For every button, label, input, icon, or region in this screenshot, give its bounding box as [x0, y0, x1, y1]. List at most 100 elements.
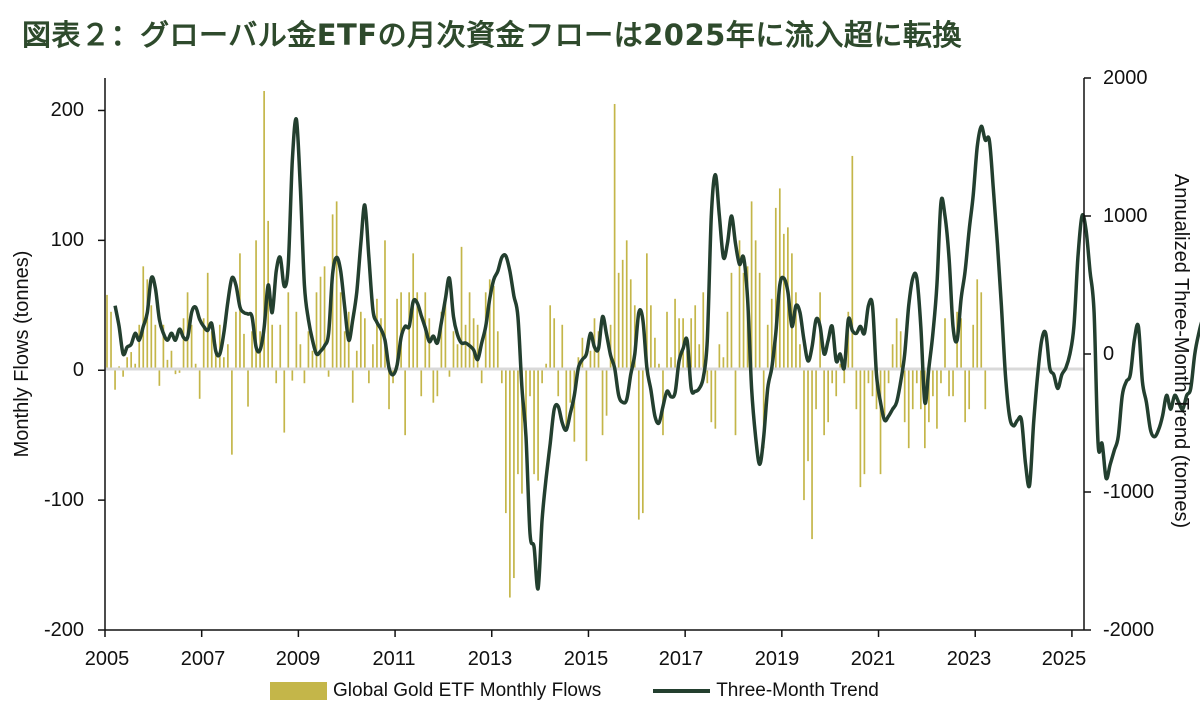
flow-bar [222, 357, 225, 371]
flow-bar [384, 240, 386, 371]
x-tick-label: 2011 [372, 648, 415, 670]
flow-bar [907, 370, 910, 449]
flow-bar [303, 370, 306, 384]
flow-bar [355, 350, 358, 371]
flow-bar [605, 370, 608, 416]
flow-bar [319, 276, 322, 371]
flow-bar [182, 318, 185, 371]
x-tick-label: 2025 [1042, 648, 1087, 670]
flow-bar [774, 207, 777, 371]
flow-bar [327, 370, 330, 377]
flow-bar [283, 370, 286, 433]
flow-bar [392, 370, 394, 384]
flow-bar [928, 370, 930, 423]
flow-bar [251, 331, 253, 371]
flow-bar [823, 370, 825, 436]
flow-bar [496, 331, 499, 371]
flow-bar [887, 370, 890, 384]
flow-bar [827, 370, 829, 423]
flow-bar [766, 324, 769, 371]
flow-bar [911, 370, 914, 410]
flow-bar [376, 298, 378, 371]
y-left-tick-label: 200 [51, 99, 84, 121]
flow-bar [670, 357, 672, 371]
flow-bar [915, 370, 918, 384]
y-left-tick-label: 100 [51, 229, 84, 251]
flow-bar [545, 363, 547, 371]
flow-bar [154, 324, 157, 371]
flow-bar [613, 103, 616, 371]
flow-bar [714, 370, 717, 429]
flow-bar [525, 370, 527, 449]
flow-bar [919, 370, 922, 410]
flow-bar [239, 253, 241, 371]
legend-bar-label: Global Gold ETF Monthly Flows [333, 680, 602, 701]
flow-bar [436, 370, 439, 397]
x-tick-label: 2017 [659, 648, 704, 670]
flow-bar [295, 311, 298, 371]
flow-bar [460, 246, 463, 371]
flow-bar [734, 370, 737, 436]
flow-bar [287, 292, 290, 371]
x-tick-label: 2005 [85, 648, 130, 670]
flow-bar [170, 350, 173, 371]
flow-bar [198, 370, 201, 399]
flow-bar [799, 344, 801, 371]
flow-bar [750, 201, 753, 371]
flow-bar [307, 331, 310, 371]
flow-bar [980, 292, 983, 371]
flow-bar [924, 370, 926, 449]
flow-bar [738, 240, 741, 371]
flow-bar [762, 370, 765, 449]
flow-bar [641, 370, 644, 514]
flow-bar [505, 370, 507, 514]
flow-bar [444, 298, 447, 371]
flow-bar [126, 357, 128, 371]
flow-bar [795, 292, 797, 371]
chart-title: 図表２：グローバル金ETFの月次資金フローは2025年に流入超に転換 [22, 18, 962, 52]
x-tick-label: 2015 [564, 648, 609, 670]
flow-bar [231, 370, 233, 455]
y-right-tick-label: -1000 [1103, 481, 1154, 503]
flow-bar [972, 324, 975, 371]
flow-bar [742, 272, 745, 371]
flow-bar [311, 350, 314, 371]
flow-bar [114, 370, 116, 390]
flow-bar [408, 292, 410, 371]
flow-bar [416, 292, 419, 371]
flow-bar [275, 370, 278, 384]
flow-bar [210, 331, 213, 371]
flow-bar [984, 370, 987, 410]
flow-bar [388, 370, 390, 410]
flow-bar [553, 318, 556, 371]
flow-bar [839, 363, 842, 371]
flow-bar [513, 370, 515, 579]
flow-bar [299, 344, 302, 371]
flow-bar [106, 294, 108, 371]
flow-bar [903, 370, 906, 423]
flow-bar [718, 344, 721, 371]
flow-bar [138, 324, 141, 371]
flow-bar [730, 272, 733, 371]
flow-bar [255, 240, 257, 371]
flow-bar [404, 370, 406, 436]
flow-bar [803, 370, 805, 501]
flow-bar [247, 370, 249, 407]
flow-bar [130, 352, 133, 371]
flow-bar [206, 272, 209, 371]
flow-bar [359, 311, 362, 371]
flow-bar [428, 318, 431, 371]
flow-bar [674, 298, 676, 371]
flow-bar [162, 324, 165, 371]
flow-bar [178, 370, 181, 373]
flow-bar [698, 344, 701, 371]
flow-bar [456, 344, 459, 371]
flow-bar [166, 359, 169, 371]
flow-bar [122, 370, 124, 377]
flow-bar [214, 344, 217, 371]
flow-bar [879, 370, 882, 475]
y-left-tick-label: -200 [44, 619, 84, 641]
flow-bar [190, 324, 193, 371]
flow-bar [678, 318, 680, 371]
